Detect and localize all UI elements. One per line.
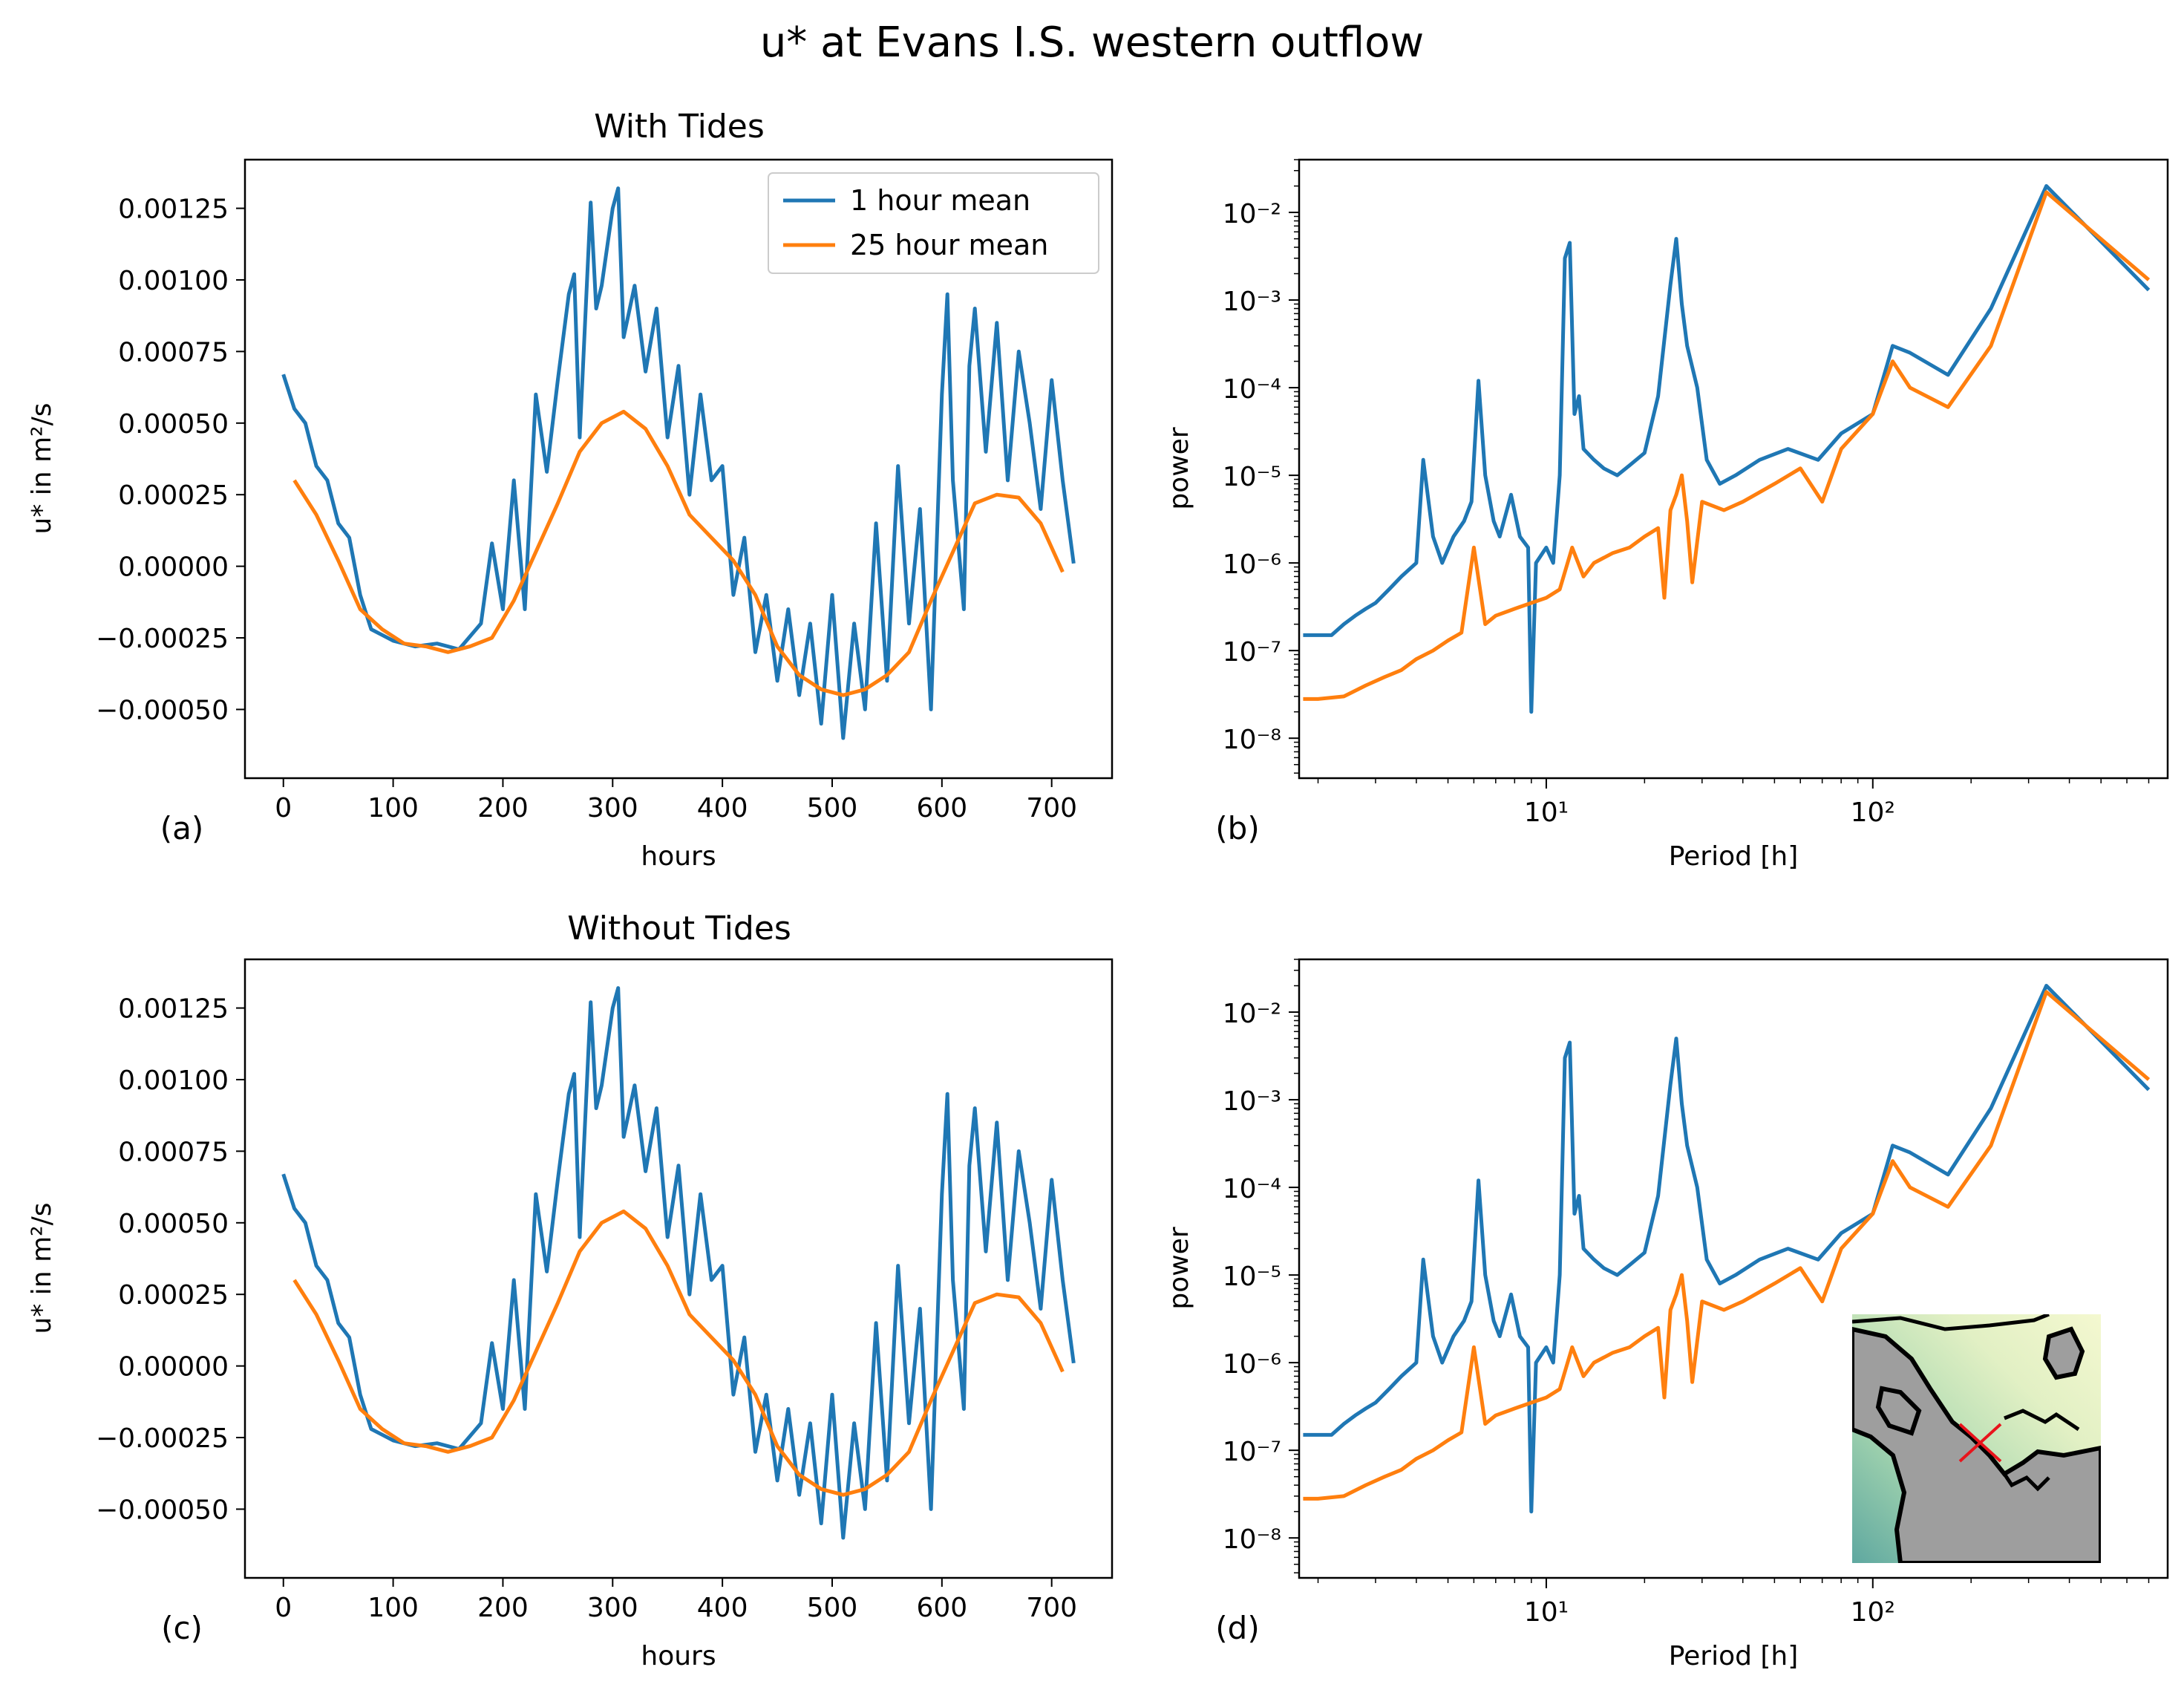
legend: 1 hour mean 25 hour mean — [768, 172, 1099, 274]
inset-coastline-2 — [2004, 1409, 2080, 1432]
y-tick-label: −0.00050 — [96, 695, 229, 725]
panel-d-label: (d) — [1215, 1610, 1259, 1646]
panel-c-frame — [243, 958, 1114, 1579]
panel-c-title: Without Tides — [567, 910, 791, 947]
panel-b: 10¹ 10² 10⁻² 10⁻³ 10⁻⁴ 10⁻⁵ 10⁻⁶ 10⁻⁷ 10⁻⁸ power… — [1164, 158, 2169, 872]
y-tick-label: 0.00000 — [118, 1352, 229, 1383]
y-tick-label: 10⁻⁷ — [1223, 1437, 1281, 1467]
y-tick-label: −0.00025 — [96, 1423, 229, 1454]
panel-d-xlabel: Period [h] — [1669, 1641, 1799, 1671]
panel-a-xlabel: hours — [641, 841, 716, 872]
panel-c: Without Tides 0 100 200 300 400 500 600 700 0.00… — [27, 910, 1114, 1671]
y-tick-label: 0.00050 — [118, 1209, 229, 1239]
y-tick-label: −0.00050 — [96, 1495, 229, 1525]
inset-location-map — [1852, 1314, 2101, 1563]
series-line-daily25-panel-a — [292, 409, 1065, 697]
x-tick-label: 0 — [275, 1593, 292, 1623]
y-tick-label: 0.00075 — [118, 337, 229, 368]
y-tick-label: 10⁻³ — [1223, 1086, 1281, 1117]
y-tick-label: 0.00125 — [118, 195, 229, 225]
y-tick-label: 10⁻⁵ — [1223, 1262, 1281, 1292]
x-tick-label: 400 — [697, 793, 748, 823]
y-tick-label: 10⁻⁶ — [1223, 549, 1281, 580]
y-tick-label: 10⁻² — [1223, 999, 1281, 1029]
inset-island-2 — [2042, 1326, 2085, 1380]
panel-a: With Tides 0 100 200 300 400 500 600 700 0.00125… — [27, 108, 1114, 872]
y-tick-label: 10⁻⁴ — [1223, 1174, 1281, 1204]
x-tick-label: 100 — [367, 1593, 419, 1623]
x-tick-label: 200 — [477, 793, 529, 823]
x-tick-label: 300 — [587, 1593, 638, 1623]
y-tick-label: 0.00000 — [118, 552, 229, 583]
x-tick-label: 0 — [275, 793, 292, 823]
inset-location-marker-2 — [1958, 1423, 2002, 1463]
x-tick-label: 600 — [916, 793, 967, 823]
y-tick-label: 10⁻⁴ — [1223, 374, 1281, 405]
panel-b-xlabel: Period [h] — [1669, 841, 1799, 872]
series-line-hourly-panel-d — [1303, 984, 2151, 1514]
y-tick-label: 10⁻³ — [1223, 287, 1281, 317]
panel-d-frame — [1298, 958, 2169, 1579]
x-tick-label: 10¹ — [1524, 1597, 1569, 1628]
y-tick-label: 10⁻⁵ — [1223, 462, 1281, 492]
series-line-hourly-panel-a — [281, 186, 1076, 740]
y-tick-label: 0.00100 — [118, 266, 229, 296]
panel-a-axes: 0 100 200 300 400 500 600 700 0.00125 0.00100 0.00… — [96, 186, 1077, 823]
y-tick-label: 0.00025 — [118, 1280, 229, 1311]
inset-coastline — [1852, 1314, 2050, 1331]
series-line-hourly-panel-c — [281, 986, 1076, 1540]
panel-d-ylabel: power — [1164, 1227, 1194, 1309]
panel-a-ylabel: u* in m²/s — [27, 403, 57, 535]
panel-c-ylabel: u* in m²/s — [27, 1203, 57, 1334]
panel-c-xlabel: hours — [641, 1641, 716, 1671]
figure-title: u* at Evans I.S. western outflow — [760, 19, 1424, 67]
legend-box — [768, 172, 1099, 274]
x-tick-label: 10² — [1851, 797, 1895, 828]
inset-coastline-3 — [2002, 1472, 2050, 1492]
x-tick-label: 500 — [807, 1593, 858, 1623]
x-tick-label: 700 — [1026, 1593, 1077, 1623]
y-tick-label: 10⁻⁸ — [1223, 725, 1281, 755]
x-tick-label: 400 — [697, 1593, 748, 1623]
panel-a-frame — [243, 158, 1114, 780]
series-line-hourly-panel-b — [1303, 184, 2151, 714]
x-tick-label: 300 — [587, 793, 638, 823]
panel-c-axes: 0 100 200 300 400 500 600 700 0.00125 0.00100 0.00… — [96, 986, 1077, 1623]
x-tick-label: 10² — [1851, 1597, 1895, 1628]
y-tick-label: −0.00025 — [96, 624, 229, 654]
legend-label-daily25: 25 hour mean — [850, 229, 1048, 261]
panel-a-title: With Tides — [594, 108, 765, 146]
panel-a-label: (a) — [160, 810, 204, 846]
y-tick-label: 10⁻⁶ — [1223, 1349, 1281, 1380]
panel-b-frame — [1298, 158, 2169, 780]
y-tick-label: 0.00100 — [118, 1066, 229, 1096]
inset-island-1 — [1875, 1386, 1922, 1436]
y-tick-label: 0.00075 — [118, 1137, 229, 1167]
x-tick-label: 500 — [807, 793, 858, 823]
series-line-daily25-panel-b — [1303, 190, 2151, 701]
y-tick-label: 10⁻⁷ — [1223, 637, 1281, 668]
x-tick-label: 700 — [1026, 793, 1077, 823]
legend-label-hourly: 1 hour mean — [850, 184, 1030, 217]
panel-c-label: (c) — [161, 1610, 203, 1646]
series-line-daily25-panel-c — [292, 1209, 1065, 1497]
series-line-daily25-panel-d — [1303, 990, 2151, 1501]
y-tick-label: 0.00125 — [118, 994, 229, 1025]
panel-d: 10¹ 10² 10⁻² 10⁻³ 10⁻⁴ 10⁻⁵ 10⁻⁶ 10⁻⁷ 10⁻⁸ power… — [1164, 958, 2169, 1671]
x-tick-label: 10¹ — [1524, 797, 1569, 828]
panel-b-ylabel: power — [1164, 427, 1194, 509]
panel-b-label: (b) — [1215, 810, 1259, 846]
y-tick-label: 10⁻² — [1223, 199, 1281, 229]
y-tick-label: 0.00025 — [118, 480, 229, 511]
panel-b-axes: 10¹ 10² 10⁻² 10⁻³ 10⁻⁴ 10⁻⁵ 10⁻⁶ 10⁻⁷ 10⁻⁸ — [1223, 159, 2151, 828]
x-tick-label: 600 — [916, 1593, 967, 1623]
x-tick-label: 100 — [367, 793, 419, 823]
y-tick-label: 10⁻⁸ — [1223, 1524, 1281, 1555]
y-tick-label: 0.00050 — [118, 409, 229, 440]
x-tick-label: 200 — [477, 1593, 529, 1623]
panel-d-axes: 10¹ 10² 10⁻² 10⁻³ 10⁻⁴ 10⁻⁵ 10⁻⁶ 10⁻⁷ 10⁻⁸ — [1223, 959, 2151, 1628]
